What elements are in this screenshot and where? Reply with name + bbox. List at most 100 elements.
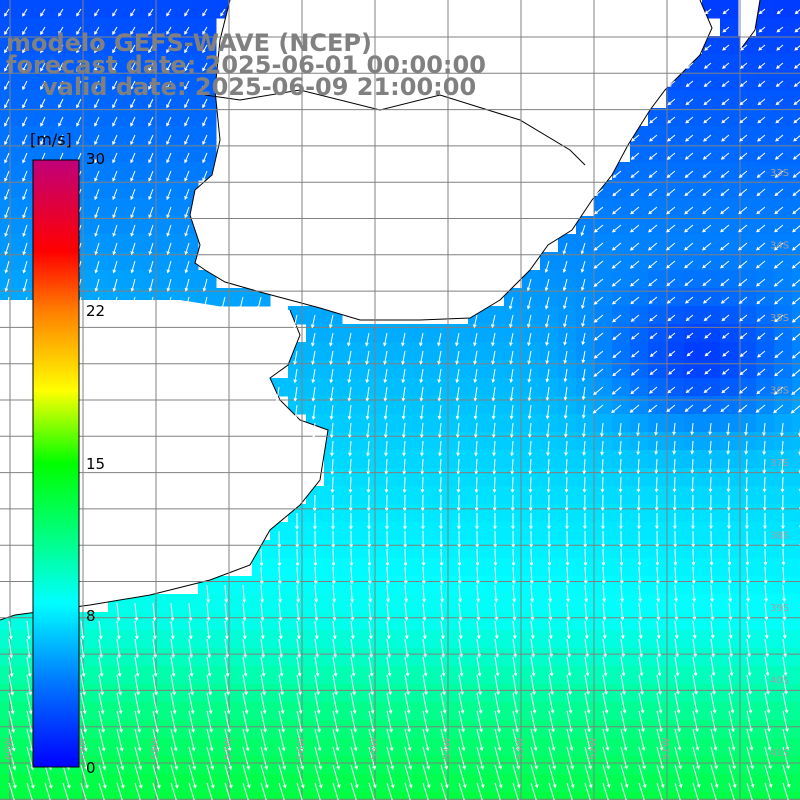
wind-arrow [152, 620, 157, 640]
wind-arrow [476, 638, 482, 658]
wind-arrow [620, 674, 626, 696]
wind-arrow [703, 134, 712, 142]
wind-cell [756, 126, 775, 145]
wind-arrow [491, 332, 496, 347]
wind-arrow [673, 512, 677, 530]
wind-arrow [757, 98, 766, 106]
wind-arrow [756, 278, 766, 287]
wind-cell [612, 180, 631, 199]
wind-cell [486, 792, 505, 800]
wind-cell [702, 234, 721, 253]
wind-arrow [40, 116, 46, 127]
wind-arrow [26, 692, 33, 715]
wind-cell [630, 180, 649, 199]
wind-arrow [170, 764, 179, 789]
wind-arrow [98, 728, 106, 752]
wind-arrow [4, 116, 10, 127]
wind-arrow [166, 170, 172, 182]
wind-cell [792, 198, 800, 217]
wind-cell [792, 756, 800, 775]
wind-cell [738, 90, 757, 109]
wind-cell [630, 396, 649, 415]
wind-cell [792, 648, 800, 667]
wind-arrow [648, 296, 658, 304]
wind-arrow [530, 656, 536, 677]
wind-arrow [98, 710, 105, 734]
wind-arrow [332, 674, 338, 696]
wind-cell [738, 378, 757, 397]
wind-arrow [720, 170, 730, 178]
wind-cell [666, 270, 685, 289]
wind-arrow [202, 170, 208, 182]
wind-arrow [22, 152, 28, 164]
wind-cell [720, 54, 739, 73]
wind-arrow [636, 476, 641, 493]
wind-arrow [259, 566, 264, 585]
wind-arrow [584, 728, 592, 752]
wind-arrow [421, 566, 426, 585]
wind-arrow [94, 188, 100, 201]
wind-arrow [278, 764, 287, 789]
wind-cell [648, 234, 667, 253]
wind-cell [720, 36, 739, 55]
wind-arrow [166, 80, 172, 90]
wind-cell [648, 126, 667, 145]
wind-cell [792, 126, 800, 145]
wind-arrow [402, 440, 406, 457]
wind-cell [612, 792, 631, 800]
wind-arrow [458, 620, 463, 640]
wind-arrow [684, 134, 694, 142]
wind-arrow [690, 458, 695, 474]
wind-cell [684, 198, 703, 217]
wind-arrow [295, 548, 300, 567]
wind-arrow [782, 602, 787, 621]
wind-arrow [593, 278, 604, 287]
wind-arrow [527, 368, 532, 383]
wind-arrow [690, 440, 695, 455]
wind-arrow [384, 476, 389, 494]
wind-arrow [224, 710, 231, 733]
wind-arrow [782, 620, 787, 639]
colorbar-tick-30: 30 [86, 150, 106, 168]
wind-arrow [584, 674, 590, 696]
wind-cell [756, 198, 775, 217]
wind-arrow [94, 134, 100, 146]
wind-arrow [94, 26, 100, 35]
wind-arrow [148, 152, 154, 164]
wind-cell [648, 306, 667, 325]
wind-arrow [224, 638, 230, 659]
wind-arrow [544, 278, 550, 292]
wind-arrow [26, 710, 33, 734]
wind-arrow [528, 440, 532, 457]
wind-arrow [260, 710, 267, 733]
wind-cell [666, 252, 685, 271]
latitude-label: 41S [770, 748, 789, 759]
wind-arrow [206, 692, 213, 715]
wind-cell [792, 108, 800, 127]
wind-arrow [637, 566, 642, 585]
wind-arrow [666, 206, 676, 215]
wind-arrow [509, 404, 514, 420]
wind-arrow [638, 782, 645, 800]
wind-arrow [773, 242, 784, 251]
wind-arrow [493, 566, 498, 585]
wind-arrow [148, 116, 154, 127]
wind-arrow [116, 710, 123, 734]
wind-arrow [278, 710, 285, 733]
wind-arrow [4, 152, 10, 164]
wind-arrow [94, 206, 100, 219]
wind-arrow [509, 368, 514, 384]
wind-arrow [331, 530, 336, 549]
wind-arrow [673, 548, 678, 567]
wind-arrow [566, 764, 575, 789]
wind-arrow [419, 368, 424, 384]
wind-arrow [458, 782, 465, 800]
wind-arrow [782, 746, 790, 770]
wind-arrow [630, 152, 640, 160]
wind-arrow [720, 206, 730, 215]
wind-cell [792, 216, 800, 235]
wind-arrow [242, 764, 251, 789]
wind-arrow [775, 80, 784, 88]
wind-arrow [184, 224, 190, 237]
wind-arrow [368, 764, 377, 789]
